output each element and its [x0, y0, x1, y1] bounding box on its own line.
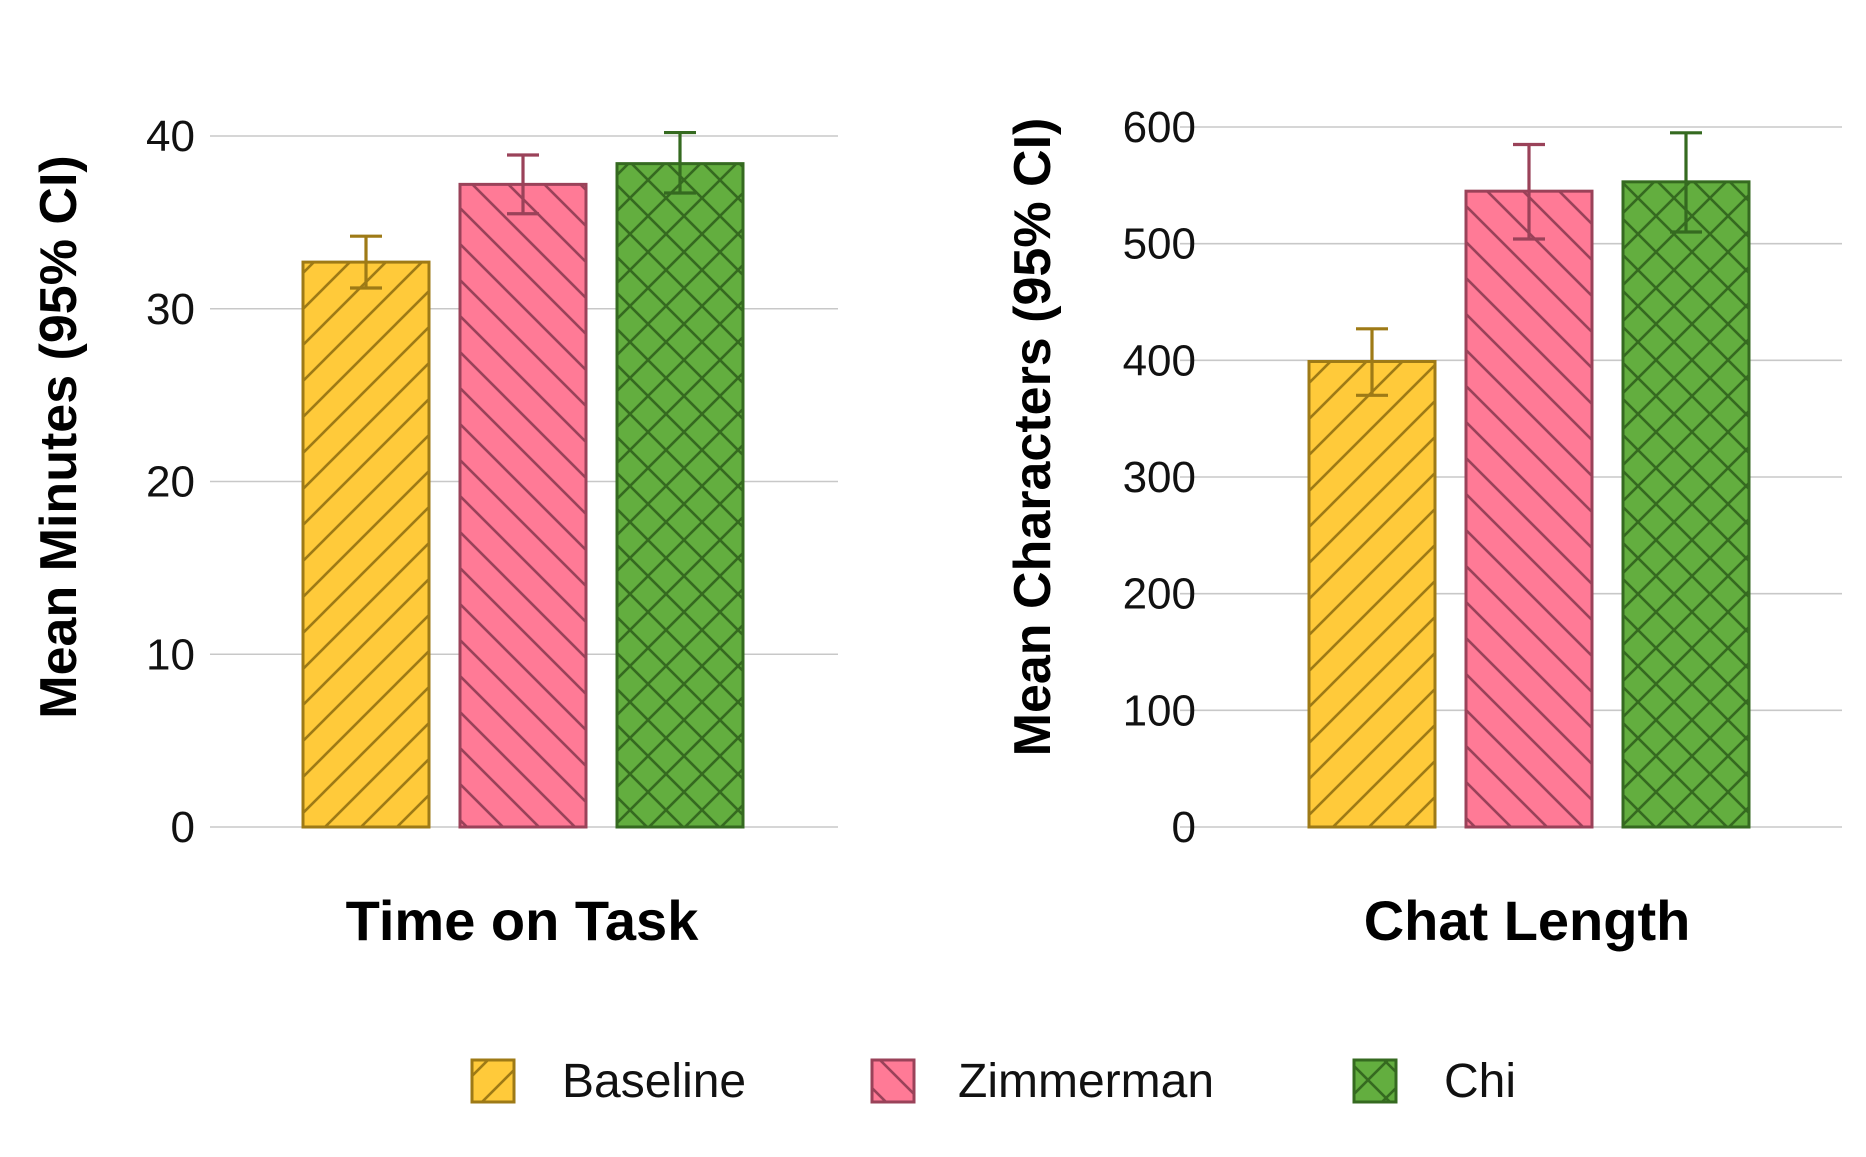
error-bar-chi: [1670, 131, 1702, 234]
bar-hatch: [458, 182, 588, 829]
y-tick-label: 0: [171, 803, 195, 852]
legend-item-chi: Chi: [1352, 1055, 1516, 1108]
bar-hatch: [301, 260, 431, 829]
bar-chi: [1621, 180, 1751, 829]
bar-hatch: [1307, 360, 1437, 829]
bar-baseline: [301, 260, 431, 829]
bar-hatch: [1464, 189, 1594, 829]
bar-hatch: [1621, 180, 1751, 829]
y-tick-label: 500: [1123, 220, 1196, 269]
error-bar-zimmerman: [507, 153, 539, 216]
error-bar-chi: [664, 130, 696, 195]
legend-label-chi: Chi: [1444, 1055, 1516, 1108]
y-tick-label: 40: [146, 112, 195, 161]
legend-label-baseline: Baseline: [562, 1055, 746, 1108]
error-bars: [350, 130, 696, 290]
y-tick-label: 200: [1123, 570, 1196, 619]
error-bar-baseline: [1356, 327, 1388, 397]
chart-time-on-task: 0 10 20 30 40 Mean Minutes (95% CI) Time on …: [30, 112, 838, 952]
y-tick-label: 400: [1123, 336, 1196, 385]
error-bar-zimmerman: [1513, 142, 1545, 241]
y-tick-label: 10: [146, 630, 195, 679]
legend-label-zimmerman: Zimmerman: [958, 1055, 1214, 1108]
legend-item-zimmerman: Zimmerman: [870, 1055, 1214, 1108]
y-tick-labels: 0 10 20 30 40: [146, 112, 195, 852]
bar-hatch: [615, 162, 745, 829]
y-tick-label: 20: [146, 458, 195, 507]
legend: Baseline Zimmerman Chi: [470, 1055, 1516, 1108]
legend-swatch-hatch: [1352, 1058, 1398, 1104]
x-axis-label: Time on Task: [346, 889, 700, 952]
bars: [301, 162, 745, 829]
bar-baseline: [1307, 360, 1437, 829]
error-bars: [1356, 131, 1702, 397]
bar-zimmerman: [1464, 189, 1594, 829]
error-bar-baseline: [350, 234, 382, 290]
y-tick-label: 0: [1172, 803, 1196, 852]
legend-swatch-hatch: [870, 1058, 916, 1104]
y-tick-labels: 0 100 200 300 400 500 600: [1123, 103, 1196, 852]
bars: [1307, 180, 1751, 829]
y-tick-label: 300: [1123, 453, 1196, 502]
bar-chi: [615, 162, 745, 829]
x-axis-label: Chat Length: [1364, 889, 1691, 952]
bar-zimmerman: [458, 182, 588, 829]
y-tick-label: 100: [1123, 686, 1196, 735]
y-axis-label: Mean Minutes (95% CI): [30, 155, 88, 718]
y-tick-label: 30: [146, 285, 195, 334]
chart-chat-length: 0 100 200 300 400 500 600 Mean Characters (95%…: [1004, 103, 1842, 952]
legend-swatch-hatch: [470, 1058, 516, 1104]
y-axis-label: Mean Characters (95% CI): [1004, 118, 1062, 757]
legend-item-baseline: Baseline: [470, 1055, 746, 1108]
y-tick-label: 600: [1123, 103, 1196, 152]
